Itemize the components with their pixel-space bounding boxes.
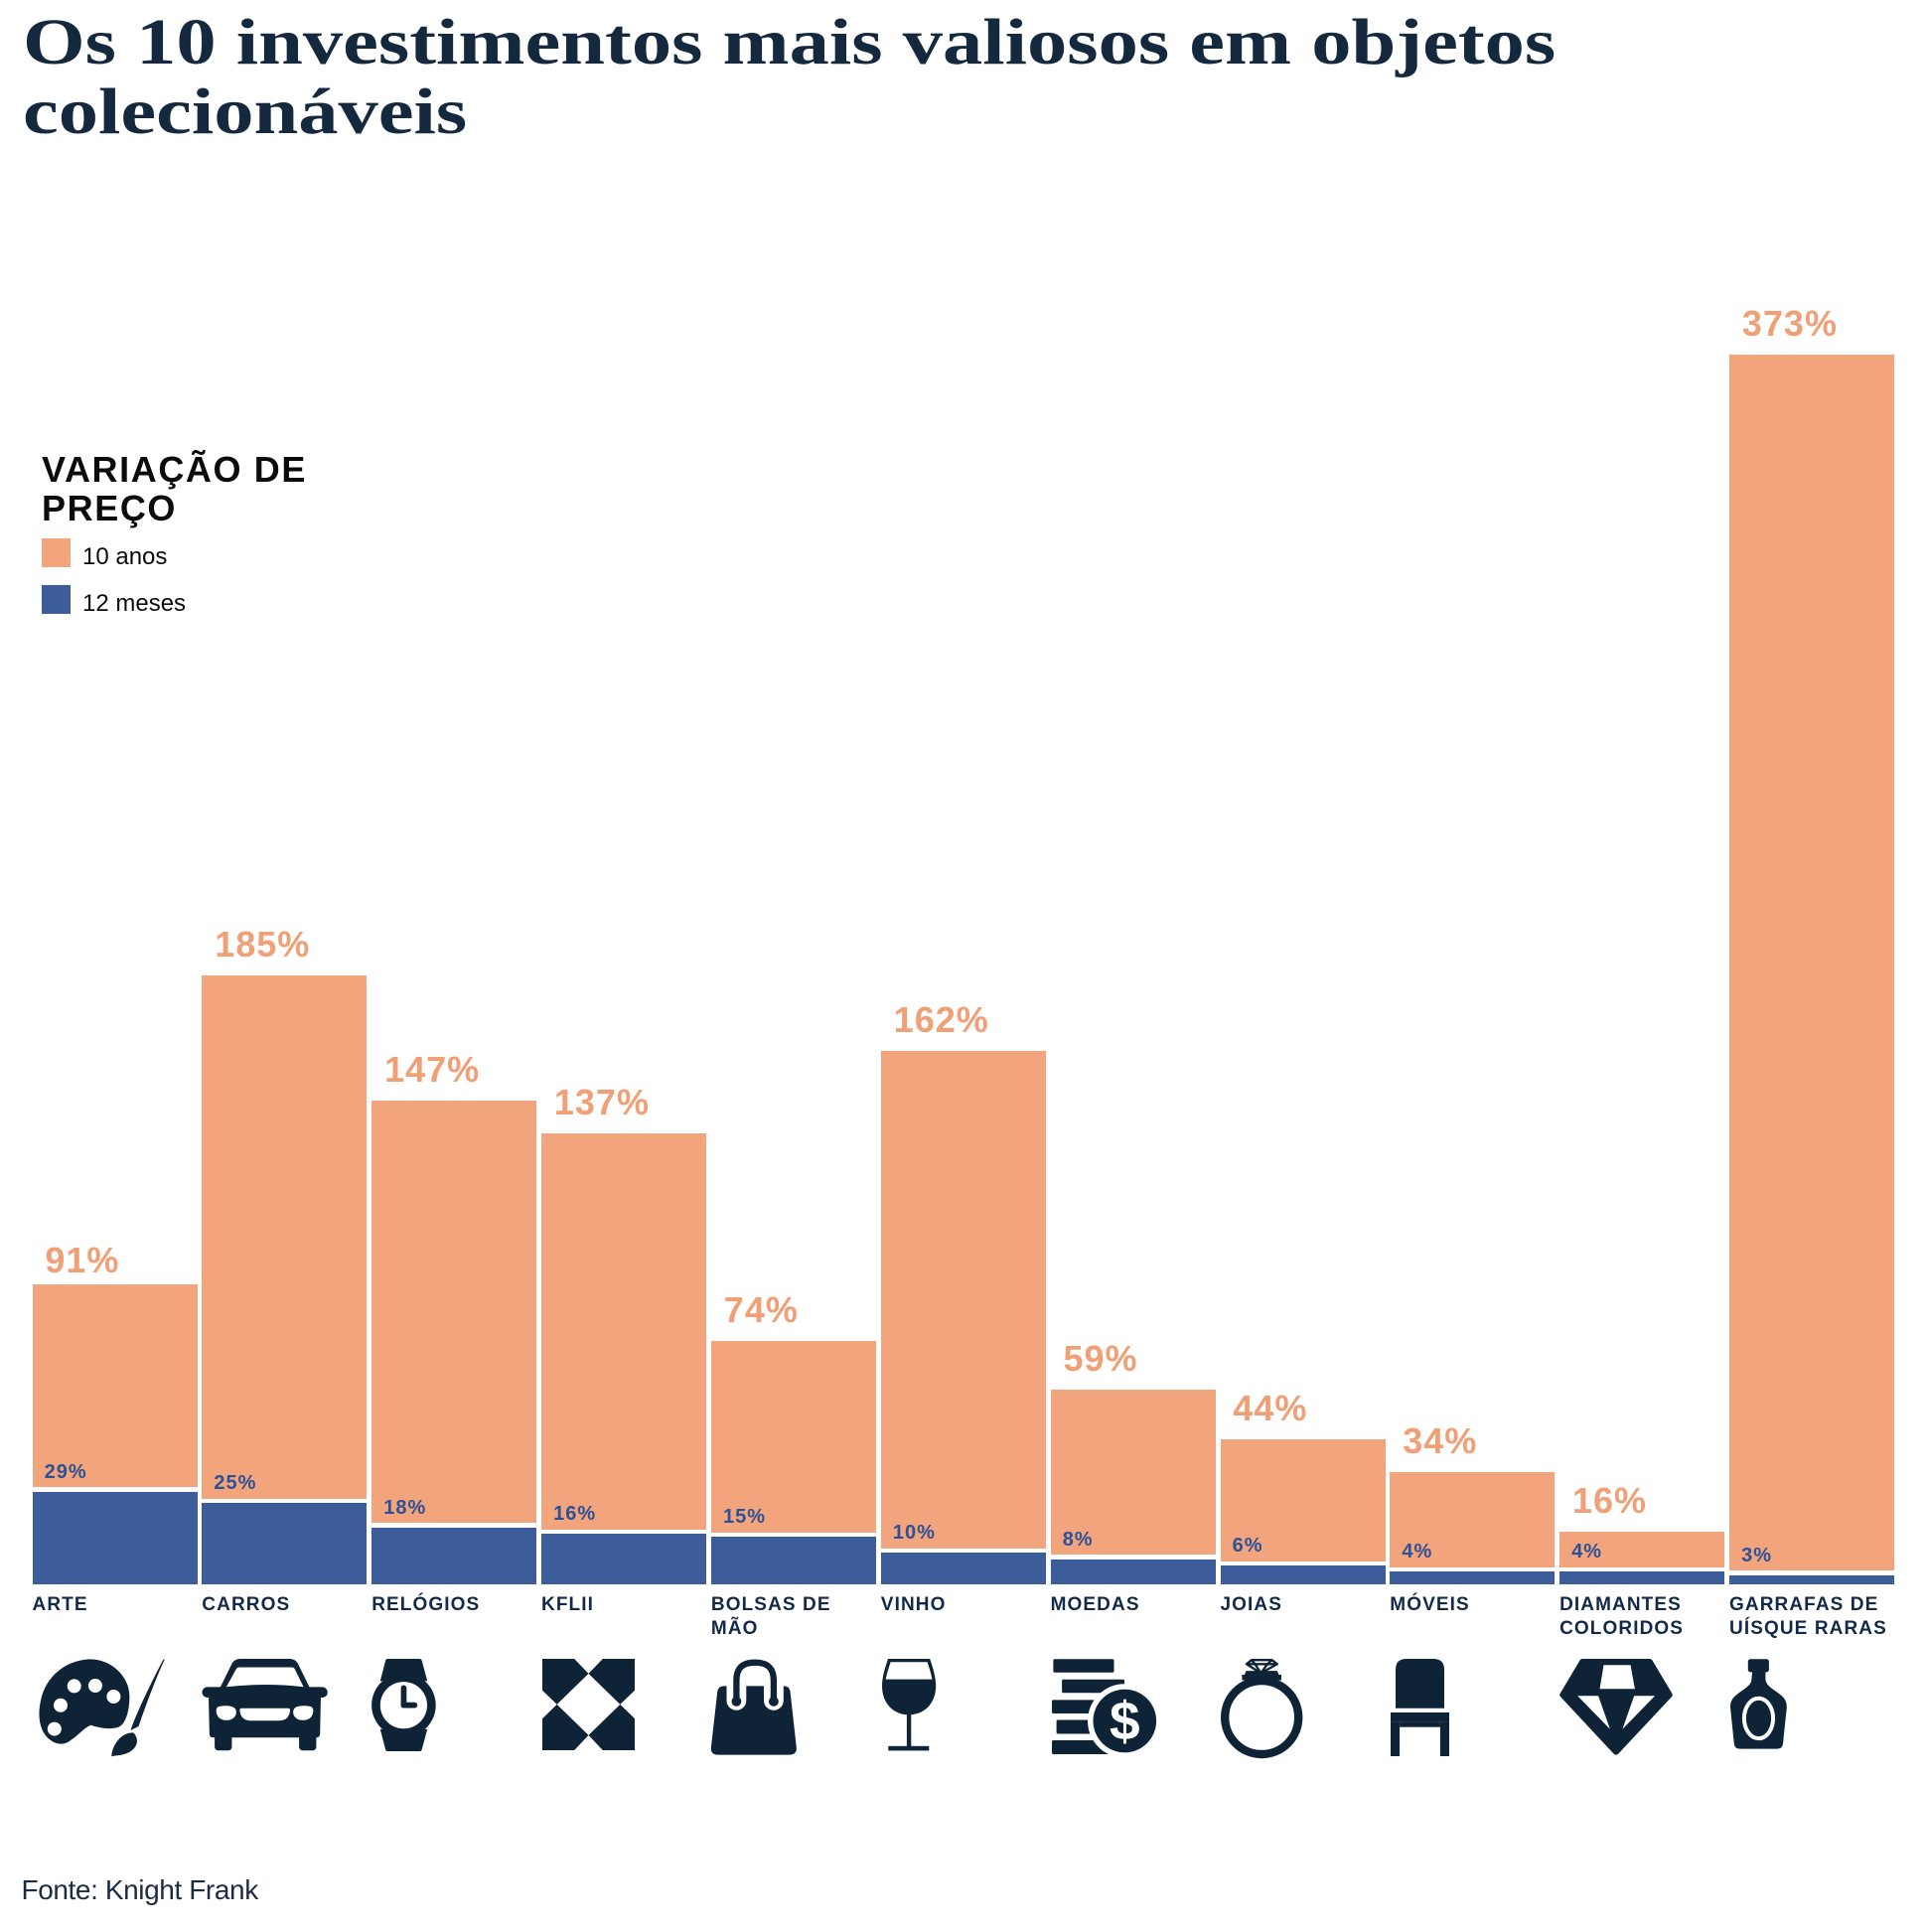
svg-text:$: $ [1110,1690,1140,1751]
